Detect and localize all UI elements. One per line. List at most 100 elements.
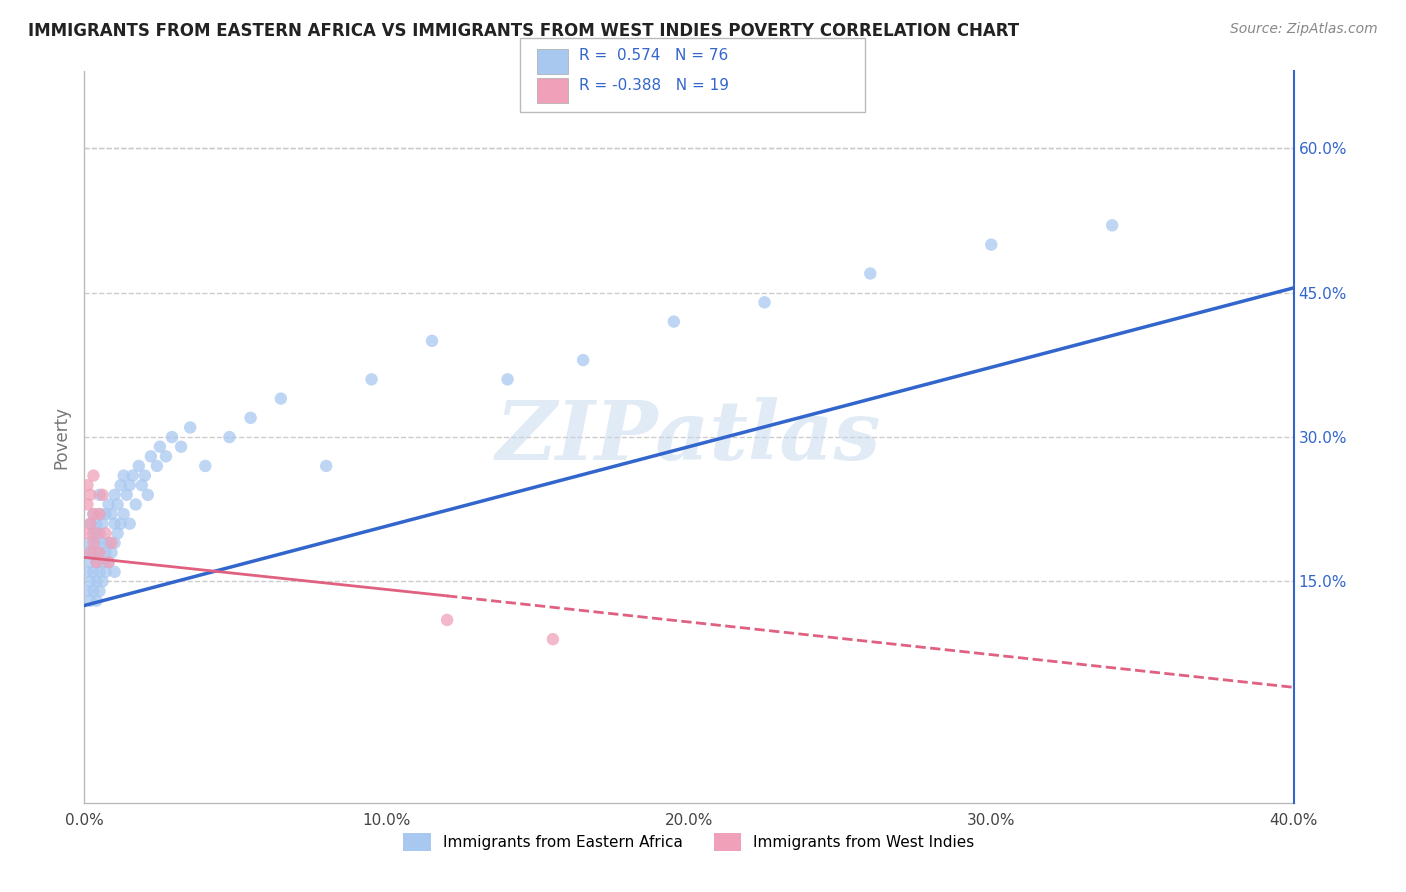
Point — [541, 632, 564, 647]
Point — [104, 565, 127, 579]
Point — [82, 507, 104, 521]
Point — [859, 267, 882, 281]
Text: Source: ZipAtlas.com: Source: ZipAtlas.com — [1230, 22, 1378, 37]
Point — [86, 526, 108, 541]
Point — [100, 545, 122, 559]
Point — [360, 372, 382, 386]
Point — [115, 488, 138, 502]
Point — [89, 488, 111, 502]
Point — [79, 574, 101, 589]
Point — [139, 450, 162, 464]
Point — [110, 516, 132, 531]
Point — [82, 526, 104, 541]
Point — [82, 565, 104, 579]
Point — [160, 430, 183, 444]
Point — [79, 555, 101, 569]
Point — [121, 468, 143, 483]
Point — [97, 555, 120, 569]
Point — [97, 555, 120, 569]
Point — [110, 478, 132, 492]
Point — [89, 545, 111, 559]
Point — [82, 507, 104, 521]
Point — [89, 584, 111, 599]
Point — [76, 478, 98, 492]
Point — [82, 545, 104, 559]
Point — [134, 468, 156, 483]
Point — [146, 458, 169, 473]
Point — [82, 584, 104, 599]
Point — [79, 536, 101, 550]
Point — [86, 555, 108, 569]
Point — [315, 458, 337, 473]
Point — [89, 526, 111, 541]
Point — [89, 507, 111, 521]
Point — [94, 526, 117, 541]
Text: IMMIGRANTS FROM EASTERN AFRICA VS IMMIGRANTS FROM WEST INDIES POVERTY CORRELATIO: IMMIGRANTS FROM EASTERN AFRICA VS IMMIGR… — [28, 22, 1019, 40]
Point — [194, 458, 217, 473]
Point — [97, 498, 120, 512]
Point — [76, 526, 98, 541]
Point — [112, 507, 135, 521]
Point — [76, 565, 98, 579]
Point — [79, 545, 101, 559]
Text: ZIPatlas: ZIPatlas — [496, 397, 882, 477]
Point — [128, 458, 150, 473]
Point — [94, 545, 117, 559]
Point — [79, 516, 101, 531]
Point — [496, 372, 519, 386]
Point — [86, 593, 108, 607]
Point — [89, 507, 111, 521]
Point — [91, 555, 114, 569]
Text: R =  0.574   N = 76: R = 0.574 N = 76 — [579, 48, 728, 63]
Point — [118, 516, 141, 531]
Point — [79, 516, 101, 531]
Y-axis label: Poverty: Poverty — [52, 406, 70, 468]
Point — [91, 488, 114, 502]
Point — [662, 315, 685, 329]
Point — [107, 526, 129, 541]
Point — [97, 536, 120, 550]
Point — [91, 516, 114, 531]
Point — [91, 574, 114, 589]
Point — [170, 440, 193, 454]
Point — [91, 536, 114, 550]
Point — [131, 478, 153, 492]
Legend: Immigrants from Eastern Africa, Immigrants from West Indies: Immigrants from Eastern Africa, Immigran… — [398, 827, 980, 857]
Point — [94, 565, 117, 579]
Point — [86, 536, 108, 550]
Point — [86, 516, 108, 531]
Point — [76, 498, 98, 512]
Point — [270, 392, 292, 406]
Point — [436, 613, 458, 627]
Point — [89, 545, 111, 559]
Point — [76, 584, 98, 599]
Point — [89, 565, 111, 579]
Point — [86, 555, 108, 569]
Point — [980, 237, 1002, 252]
Point — [125, 498, 148, 512]
Point — [239, 410, 262, 425]
Point — [104, 488, 127, 502]
Point — [1101, 219, 1123, 233]
Point — [420, 334, 443, 348]
Point — [104, 516, 127, 531]
Point — [149, 440, 172, 454]
Point — [79, 488, 101, 502]
Point — [136, 488, 159, 502]
Point — [82, 468, 104, 483]
Point — [754, 295, 776, 310]
Point — [112, 468, 135, 483]
Point — [118, 478, 141, 492]
Point — [100, 536, 122, 550]
Point — [86, 574, 108, 589]
Point — [179, 420, 201, 434]
Point — [218, 430, 240, 444]
Text: R = -0.388   N = 19: R = -0.388 N = 19 — [579, 78, 730, 93]
Point — [100, 507, 122, 521]
Point — [107, 498, 129, 512]
Point — [94, 507, 117, 521]
Point — [76, 545, 98, 559]
Point — [79, 593, 101, 607]
Point — [155, 450, 177, 464]
Point — [104, 536, 127, 550]
